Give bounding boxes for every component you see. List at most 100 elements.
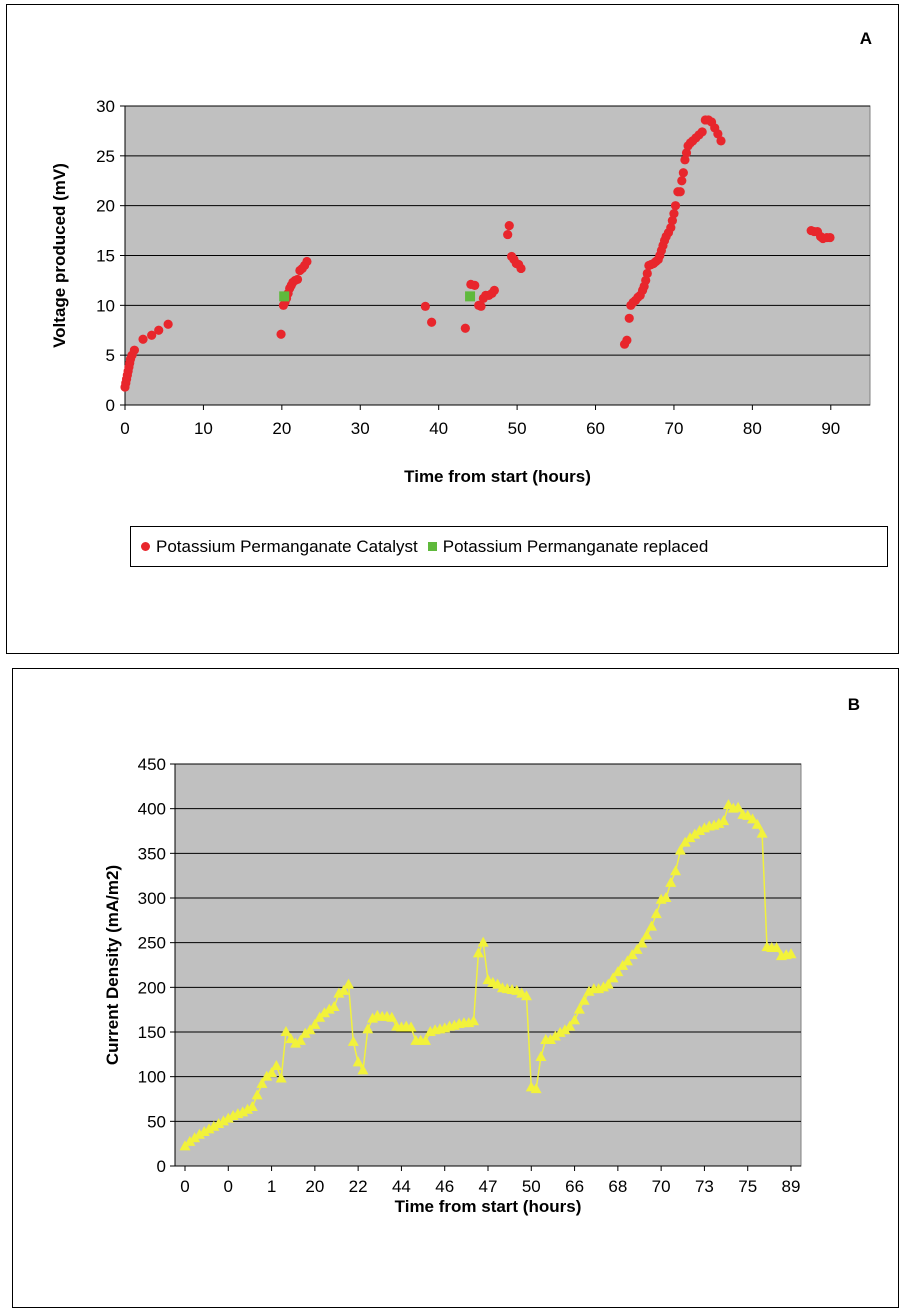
data-point-catalyst	[677, 176, 687, 186]
y-tick-label: 450	[138, 755, 166, 774]
data-point-triangle	[266, 1067, 278, 1078]
data-point-triangle	[732, 801, 744, 812]
y-tick-label: 150	[138, 1023, 166, 1042]
data-point-triangle	[256, 1077, 268, 1088]
x-tick-label: 0	[120, 419, 129, 438]
data-point-triangle	[208, 1120, 220, 1131]
y-tick-label: 15	[96, 247, 115, 266]
data-point-triangle	[607, 972, 619, 983]
data-point-triangle	[299, 1027, 311, 1038]
data-point-triangle	[318, 1007, 330, 1018]
data-point-triangle	[660, 892, 672, 902]
data-point-catalyst	[129, 345, 140, 355]
chart-panel-a: A 0 5 10 15 20 25 30 0 10 20 30 40 50 60 70 80 90 Time fr…	[6, 4, 899, 654]
data-point-catalyst	[670, 201, 681, 211]
data-point-triangle	[545, 1034, 557, 1045]
data-point-triangle	[747, 813, 759, 824]
data-point-triangle	[549, 1030, 561, 1041]
x-tick-label: 75	[738, 1177, 757, 1196]
data-point-catalyst	[825, 232, 835, 243]
data-point-catalyst	[147, 330, 157, 340]
x-tick-label: 20	[272, 419, 291, 438]
legend-label-catalyst: Potassium Permanganate Catalyst	[156, 536, 418, 556]
data-point-triangle	[631, 943, 643, 954]
data-point-catalyst	[716, 136, 726, 146]
data-point-triangle	[323, 1003, 335, 1014]
chart-panel-b: B 0 50 100 150 200 250 300 350 400 450 0 0 1 20 22 44 46…	[12, 668, 899, 1308]
data-point-triangle	[636, 937, 648, 948]
data-point-catalyst	[669, 209, 679, 219]
data-point-catalyst	[516, 263, 526, 274]
data-point-triangle	[718, 815, 730, 826]
data-point-triangle	[564, 1020, 576, 1031]
y-tick-label: 0	[106, 396, 115, 415]
data-point-catalyst	[504, 221, 514, 231]
data-point-triangle	[261, 1070, 273, 1081]
data-point-triangle	[184, 1135, 196, 1146]
x-tick-label: 73	[695, 1177, 714, 1196]
data-point-triangle	[251, 1089, 263, 1100]
x-tick-label: 46	[435, 1177, 454, 1196]
data-point-triangle	[193, 1128, 205, 1139]
data-point-catalyst	[713, 129, 723, 139]
data-point-triangle	[689, 828, 701, 839]
plot-area	[174, 763, 802, 1167]
data-point-catalyst	[427, 317, 437, 327]
y-tick-label: 350	[138, 844, 166, 863]
x-tick-label: 68	[608, 1177, 627, 1196]
data-point-triangle	[535, 1051, 547, 1062]
data-point-triangle	[674, 844, 686, 855]
data-point-catalyst	[276, 329, 286, 339]
data-point-triangle	[670, 865, 682, 876]
legend-item-replaced: Potassium Permanganate replaced	[427, 537, 708, 557]
x-tick-label: 60	[586, 419, 605, 438]
data-point-triangle	[602, 978, 614, 989]
y-tick-label: 100	[138, 1068, 166, 1087]
x-tick-label: 47	[479, 1177, 498, 1196]
data-point-catalyst	[292, 274, 303, 285]
y-tick-label: 200	[138, 978, 166, 997]
legend-marker-square	[427, 542, 437, 551]
x-tick-label: 10	[194, 419, 213, 438]
data-point-triangle	[333, 987, 345, 998]
data-point-triangle	[357, 1064, 369, 1075]
data-point-triangle	[328, 1000, 340, 1011]
data-point-triangle	[694, 825, 706, 835]
data-point-catalyst	[460, 323, 470, 333]
data-point-triangle	[756, 827, 768, 838]
data-point-triangle	[294, 1034, 306, 1045]
data-point-catalyst	[154, 325, 164, 335]
data-point-triangle	[569, 1014, 581, 1025]
x-tick-label: 50	[508, 419, 527, 438]
x-tick-label: 80	[743, 419, 762, 438]
data-point-triangle	[270, 1059, 282, 1070]
y-axis-title: Current Density (mA/m2)	[103, 865, 122, 1065]
y-tick-label: 25	[96, 147, 115, 166]
x-tick-label: 30	[351, 419, 370, 438]
x-tick-label: 70	[652, 1177, 671, 1196]
data-point-triangle	[189, 1132, 201, 1143]
x-tick-label: 89	[782, 1177, 801, 1196]
data-point-triangle	[338, 984, 350, 995]
data-point-triangle	[275, 1072, 287, 1083]
data-point-triangle	[650, 908, 662, 919]
data-point-catalyst	[624, 313, 634, 323]
data-point-triangle	[626, 949, 638, 960]
data-point-triangle	[472, 947, 484, 958]
data-point-triangle	[665, 876, 677, 887]
y-tick-label: 5	[106, 346, 115, 365]
data-point-catalyst	[675, 187, 685, 197]
data-point-triangle	[578, 994, 590, 1005]
data-point-triangle	[304, 1024, 316, 1035]
data-point-triangle	[280, 1026, 292, 1036]
legend-marker-circle	[141, 542, 150, 551]
x-tick-label: 22	[349, 1177, 368, 1196]
data-point-catalyst	[489, 285, 499, 295]
data-point-triangle	[213, 1118, 225, 1129]
data-point-triangle	[554, 1026, 566, 1037]
data-point-catalyst	[667, 216, 677, 226]
data-point-catalyst	[622, 335, 632, 345]
data-point-catalyst	[163, 319, 173, 329]
data-point-triangle	[362, 1023, 374, 1034]
data-point-catalyst	[697, 127, 707, 137]
